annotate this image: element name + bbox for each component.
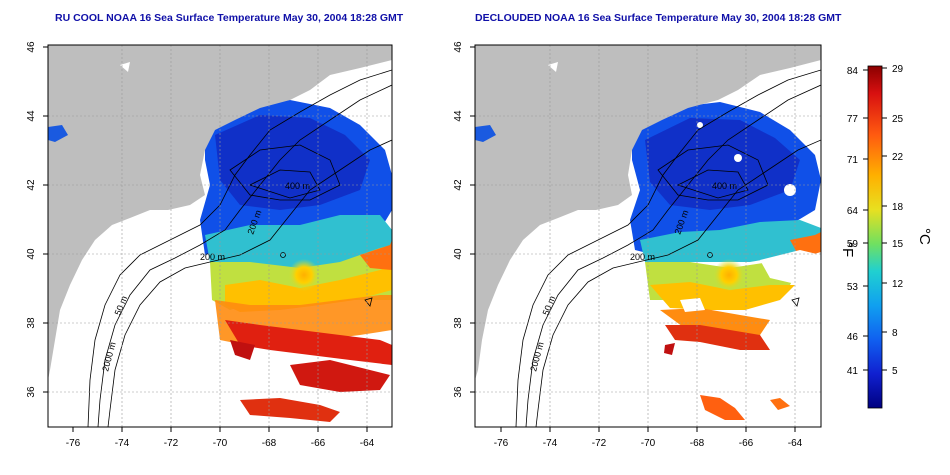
right-x-tick: -68	[690, 438, 705, 449]
colorbar-f-tick: 46	[847, 332, 859, 343]
colorbar-c-tick: 5	[892, 366, 898, 377]
right-x-tick: -66	[739, 438, 754, 449]
colorbar-f-tick: 77	[847, 114, 859, 125]
left-x-tick: -70	[213, 438, 228, 449]
left-y-tick: 46	[26, 41, 37, 53]
left-map-panel: 400 m 200 m 200 m 50 m 2000 m	[26, 41, 393, 449]
right-x-tick: -64	[788, 438, 803, 449]
colorbar-f-tick: 64	[847, 206, 859, 217]
left-contour-label-200b: 200 m	[200, 252, 225, 262]
right-contour-label-400: 400 m	[712, 181, 737, 191]
left-y-tick: 38	[26, 317, 37, 329]
colorbar-celsius-unit: °C	[916, 228, 933, 245]
left-x-tick: -76	[66, 438, 81, 449]
left-panel-title: RU COOL NOAA 16 Sea Surface Temperature …	[55, 12, 404, 24]
colorbar-c-tick: 15	[892, 239, 904, 250]
right-panel-title: DECLOUDED NOAA 16 Sea Surface Temperatur…	[475, 12, 842, 24]
left-x-tick: -74	[115, 438, 130, 449]
left-y-tick: 44	[26, 110, 37, 122]
colorbar-f-tick: 53	[847, 282, 859, 293]
temperature-colorbar: 84 77 71 64 59 53 46 41 29 25 22 18 15 1…	[839, 64, 933, 409]
left-sst-field	[200, 100, 392, 422]
right-y-tick: 36	[453, 386, 464, 398]
left-x-tick: -68	[262, 438, 277, 449]
left-y-tick: 42	[26, 179, 37, 191]
colorbar-f-tick: 59	[847, 239, 859, 250]
colorbar-c-tick: 29	[892, 64, 904, 75]
right-y-tick: 44	[453, 110, 464, 122]
colorbar-f-tick: 41	[847, 366, 859, 377]
colorbar-c-tick: 12	[892, 279, 904, 290]
right-x-tick: -70	[641, 438, 656, 449]
right-y-tick: 46	[453, 41, 464, 53]
right-land	[475, 45, 821, 380]
right-contour-label-200b: 200 m	[630, 252, 655, 262]
colorbar-c-tick: 8	[892, 328, 898, 339]
left-land	[48, 45, 392, 380]
right-y-tick: 38	[453, 317, 464, 329]
right-cloud-gaps	[680, 122, 821, 330]
colorbar-c-tick: 18	[892, 202, 904, 213]
right-y-tick: 42	[453, 179, 464, 191]
right-grid	[475, 45, 821, 427]
right-y-tick: 40	[453, 248, 464, 260]
right-x-tick: -74	[543, 438, 558, 449]
left-contour-label-400: 400 m	[285, 181, 310, 191]
colorbar-f-tick: 71	[847, 155, 859, 166]
left-x-tick: -64	[360, 438, 375, 449]
colorbar-c-tick: 25	[892, 114, 904, 125]
colorbar-c-tick: 22	[892, 152, 904, 163]
left-y-tick: 40	[26, 248, 37, 260]
left-bathymetry-contours	[87, 69, 392, 427]
right-x-tick: -72	[592, 438, 607, 449]
colorbar-f-tick: 84	[847, 66, 859, 77]
left-grid	[48, 45, 392, 427]
left-x-tick: -66	[311, 438, 326, 449]
colorbar-fahrenheit-unit: °F	[839, 242, 856, 257]
left-y-tick: 36	[26, 386, 37, 398]
right-x-tick: -76	[494, 438, 509, 449]
colorbar-gradient	[867, 65, 883, 409]
left-x-tick: -72	[164, 438, 179, 449]
right-map-panel: 400 m 200 m 200 m 50 m 2000 m	[453, 41, 822, 449]
